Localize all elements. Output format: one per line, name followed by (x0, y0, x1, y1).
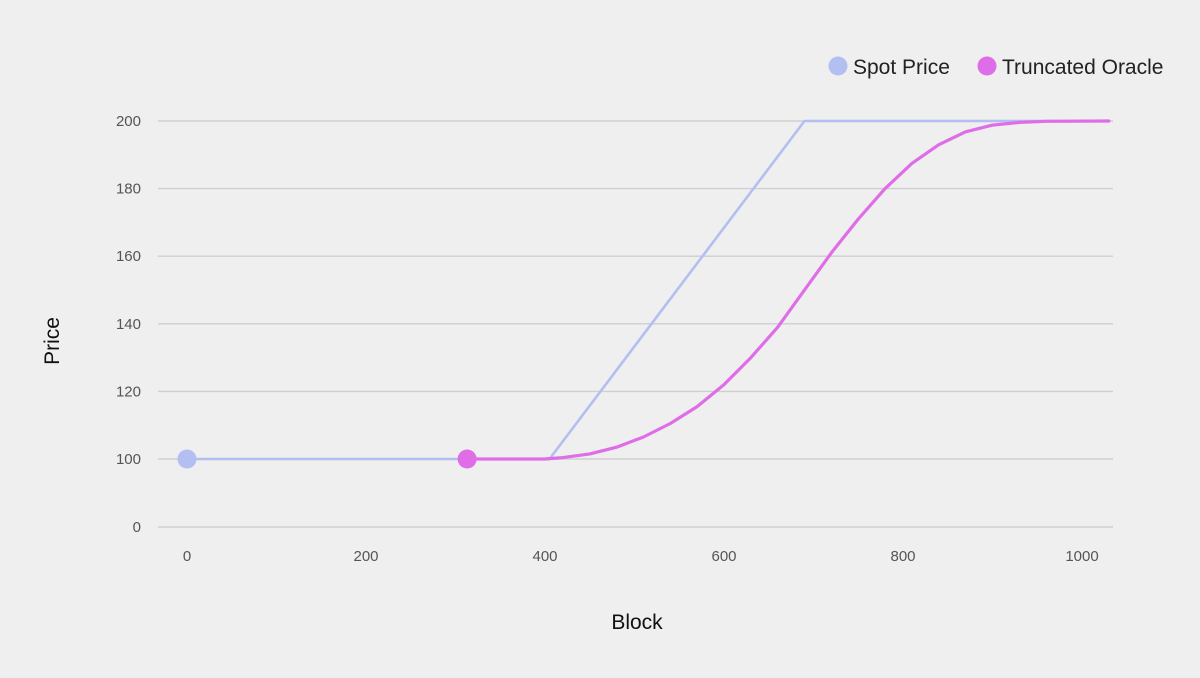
y-tick-label-160: 160 (116, 248, 141, 265)
y-tick-label-120: 120 (116, 383, 141, 400)
x-tick-label-0: 0 (183, 548, 191, 565)
y-tick-label-100: 100 (116, 451, 141, 468)
x-tick-label-600: 600 (711, 548, 736, 565)
y-tick-labels: 0 100 120 140 160 180 200 (116, 113, 141, 536)
x-tick-label-800: 800 (890, 548, 915, 565)
series-marker-truncated-oracle (457, 449, 477, 469)
legend-swatch-truncated-oracle (977, 56, 997, 76)
series-line-spot-price (185, 119, 1111, 461)
legend-label-spot-price: Spot Price (853, 56, 950, 79)
y-gridlines (158, 120, 1113, 528)
x-axis-title: Block (611, 611, 663, 634)
x-tick-label-200: 200 (353, 548, 378, 565)
series-line-truncated-oracle (465, 119, 1111, 461)
x-tick-label-400: 400 (532, 548, 557, 565)
series-lines (185, 119, 1111, 461)
legend-label-truncated-oracle: Truncated Oracle (1002, 56, 1163, 79)
y-tick-label-0: 0 (133, 519, 141, 536)
y-tick-label-140: 140 (116, 316, 141, 333)
y-tick-label-180: 180 (116, 181, 141, 198)
legend-swatch-spot-price (828, 56, 848, 76)
series-markers (177, 449, 477, 469)
y-axis-title: Price (41, 317, 64, 365)
y-tick-label-200: 200 (116, 113, 141, 130)
x-tick-label-1000: 1000 (1065, 548, 1098, 565)
legend: Spot Price Truncated Oracle (828, 56, 1163, 79)
x-tick-labels: 0 200 400 600 800 1000 (183, 548, 1099, 565)
series-marker-spot-price (177, 449, 197, 469)
